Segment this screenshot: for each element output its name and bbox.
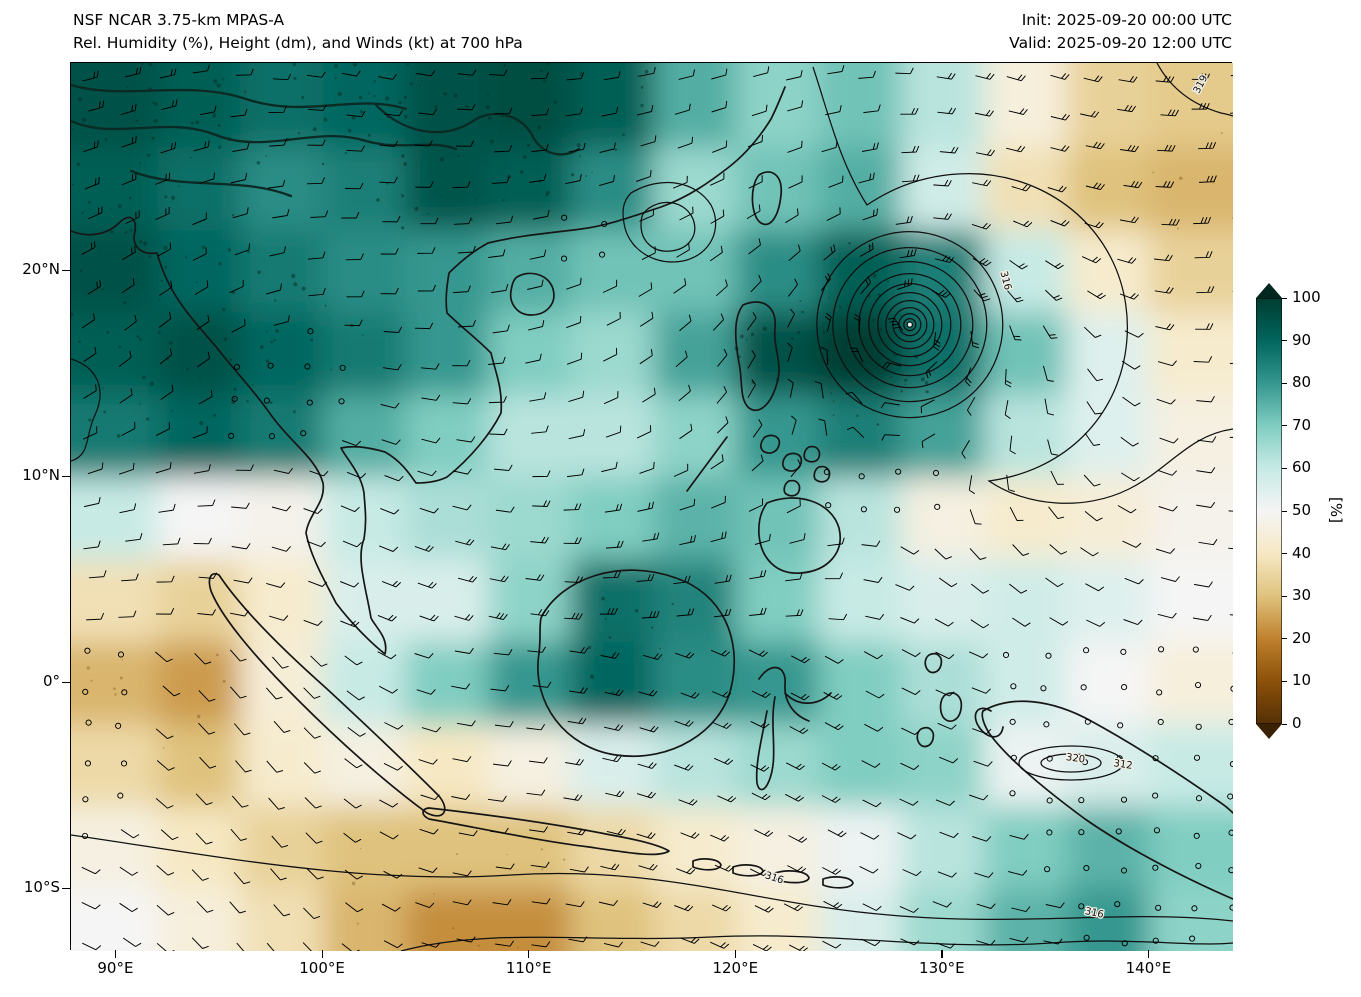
lon-tick-label: 140°E <box>1125 959 1172 977</box>
colorbar-tick-mark <box>1282 382 1287 384</box>
lat-tick-mark <box>62 887 70 889</box>
height-contour-label: 316 <box>1084 906 1105 921</box>
lat-tick-label: 0° <box>42 672 60 691</box>
lat-tick-label: 10°N <box>22 466 60 485</box>
colorbar <box>1256 283 1282 739</box>
lat-tick-mark <box>62 269 70 271</box>
model-title: NSF NCAR 3.75-km MPAS-A <box>73 11 285 29</box>
lon-tick-mark <box>1147 950 1150 958</box>
valid-time: Valid: 2025-09-20 12:00 UTC <box>1009 34 1232 52</box>
lon-tick-mark <box>114 950 117 958</box>
height-contour-label: 320 <box>1065 752 1085 766</box>
colorbar-tick-label: 90 <box>1292 330 1312 349</box>
height-contours <box>71 63 1233 951</box>
colorbar-tick-mark <box>1282 723 1287 725</box>
lat-tick-mark <box>62 475 70 477</box>
lon-tick-mark <box>321 950 323 958</box>
colorbar-tick-mark <box>1282 425 1287 427</box>
colorbar-tick-label: 20 <box>1292 628 1312 647</box>
lat-tick-mark <box>62 681 70 683</box>
colorbar-tick-mark <box>1282 553 1287 555</box>
colorbar-tick-label: 30 <box>1292 586 1312 605</box>
lon-tick-label: 120°E <box>712 959 759 977</box>
colorbar-gradient <box>1256 298 1282 724</box>
map-area: 319 316 316 316 320 312 <box>70 62 1233 951</box>
colorbar-unit-label: [%] <box>1327 497 1345 523</box>
colorbar-tick-mark <box>1282 510 1287 512</box>
colorbar-extend-max <box>1256 283 1282 298</box>
init-time: Init: 2025-09-20 00:00 UTC <box>1021 11 1232 29</box>
colorbar-tick-mark <box>1282 595 1287 597</box>
colorbar-tick-label: 40 <box>1292 543 1312 562</box>
lon-tick-mark <box>528 950 530 958</box>
header-right: Init: 2025-09-20 00:00 UTC Valid: 2025-0… <box>1009 9 1232 55</box>
colorbar-tick-label: 50 <box>1292 501 1312 519</box>
wind-barbs <box>81 64 1233 951</box>
colorbar-tick-label: 0 <box>1292 714 1302 732</box>
colorbar-tick-label: 100 <box>1292 288 1321 306</box>
colorbar-tick-mark <box>1282 467 1287 469</box>
colorbar-tick-mark <box>1282 340 1287 342</box>
height-contour-label: 312 <box>1113 758 1133 772</box>
lon-tick-mark <box>941 950 943 958</box>
lon-tick-label: 130°E <box>919 959 965 977</box>
lon-tick-label: 110°E <box>505 959 552 977</box>
coastlines <box>71 86 1233 900</box>
colorbar-tick-label: 10 <box>1292 671 1312 690</box>
colorbar-tick-mark <box>1282 297 1287 299</box>
lat-tick-label: 20°N <box>22 260 60 279</box>
colorbar-tick-mark <box>1282 680 1287 682</box>
colorbar-tick-mark <box>1282 638 1287 640</box>
lon-tick-label: 100°E <box>299 959 345 977</box>
lon-tick-label: 90°E <box>97 959 134 977</box>
chart-subtitle: Rel. Humidity (%), Height (dm), and Wind… <box>73 34 523 52</box>
colorbar-extend-min <box>1256 724 1282 739</box>
colorbar-tick-label: 70 <box>1292 415 1312 434</box>
colorbar-tick-label: 80 <box>1292 373 1312 392</box>
lat-tick-label: 10°S <box>23 878 60 897</box>
lon-tick-mark <box>734 950 736 958</box>
humidity-fill <box>71 63 1233 951</box>
header-left: NSF NCAR 3.75-km MPAS-A Rel. Humidity (%… <box>73 9 523 55</box>
colorbar-tick-label: 60 <box>1292 458 1312 477</box>
